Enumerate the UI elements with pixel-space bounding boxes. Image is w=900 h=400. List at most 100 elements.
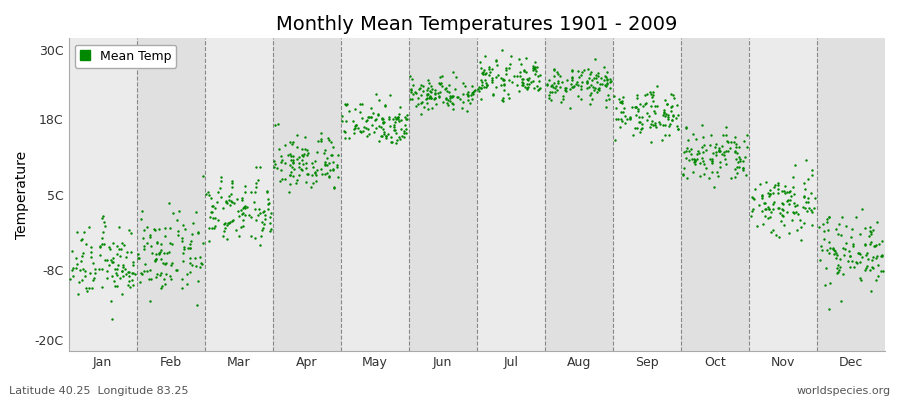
Point	[616, 109, 631, 115]
Point	[199, 191, 213, 198]
Point	[201, 189, 215, 196]
Point	[661, 116, 675, 122]
Point	[275, 176, 290, 183]
Point	[666, 112, 680, 119]
Point	[321, 174, 336, 180]
Point	[131, 251, 146, 257]
Point	[261, 206, 275, 212]
Point	[755, 195, 770, 201]
Point	[564, 84, 579, 90]
Point	[787, 209, 801, 215]
Point	[321, 173, 336, 180]
Point	[69, 265, 84, 271]
Point	[478, 71, 492, 78]
Point	[353, 109, 367, 115]
Point	[823, 279, 837, 286]
Point	[667, 94, 681, 101]
Point	[143, 232, 157, 238]
Point	[257, 216, 272, 222]
Point	[847, 264, 861, 270]
Point	[213, 178, 228, 184]
Point	[183, 244, 197, 251]
Point	[155, 283, 169, 289]
Point	[433, 79, 447, 86]
Point	[304, 172, 319, 178]
Point	[374, 116, 389, 122]
Point	[483, 69, 498, 76]
Point	[158, 260, 173, 266]
Point	[218, 220, 232, 226]
Point	[406, 91, 420, 97]
Point	[428, 87, 442, 93]
Point	[662, 132, 676, 138]
Bar	[204, 38, 273, 351]
Point	[584, 90, 598, 96]
Point	[682, 156, 697, 163]
Point	[123, 230, 138, 237]
Point	[357, 124, 372, 130]
Point	[551, 71, 565, 78]
Point	[550, 87, 564, 94]
Point	[335, 118, 349, 124]
Point	[589, 75, 603, 81]
Point	[633, 101, 647, 107]
Point	[495, 76, 509, 82]
Point	[261, 196, 275, 202]
Point	[208, 215, 222, 221]
Point	[513, 68, 527, 75]
Point	[628, 104, 643, 110]
Point	[545, 89, 560, 96]
Point	[390, 116, 404, 122]
Point	[585, 96, 599, 102]
Point	[629, 103, 643, 110]
Point	[828, 248, 842, 254]
Point	[122, 268, 136, 275]
Point	[712, 145, 726, 151]
Point	[494, 82, 508, 88]
Point	[464, 83, 479, 90]
Point	[812, 224, 826, 230]
Point	[109, 270, 123, 276]
Point	[411, 86, 426, 92]
Point	[420, 90, 435, 97]
Point	[640, 91, 654, 97]
Point	[122, 272, 136, 279]
Point	[547, 67, 562, 73]
Point	[133, 216, 148, 222]
Point	[595, 80, 609, 87]
Point	[494, 46, 508, 53]
Point	[379, 135, 393, 142]
Point	[623, 114, 637, 120]
Point	[603, 84, 617, 91]
Point	[355, 100, 369, 107]
Point	[420, 77, 435, 84]
Point	[546, 80, 561, 86]
Point	[66, 273, 80, 280]
Point	[688, 158, 702, 164]
Point	[695, 144, 709, 150]
Point	[876, 268, 890, 274]
Point	[318, 161, 332, 168]
Point	[465, 90, 480, 97]
Point	[832, 231, 846, 238]
Point	[782, 201, 796, 207]
Point	[778, 183, 792, 190]
Point	[208, 204, 222, 211]
Point	[580, 66, 595, 72]
Point	[181, 245, 195, 252]
Point	[176, 250, 190, 257]
Point	[467, 88, 482, 94]
Point	[384, 139, 399, 145]
Point	[788, 200, 802, 206]
Point	[152, 226, 166, 232]
Point	[863, 288, 878, 294]
Point	[382, 116, 397, 122]
Point	[547, 66, 562, 72]
Point	[262, 199, 276, 206]
Point	[573, 83, 588, 90]
Point	[845, 242, 859, 249]
Point	[666, 113, 680, 119]
Bar	[137, 38, 204, 351]
Point	[748, 186, 762, 192]
Point	[126, 259, 140, 265]
